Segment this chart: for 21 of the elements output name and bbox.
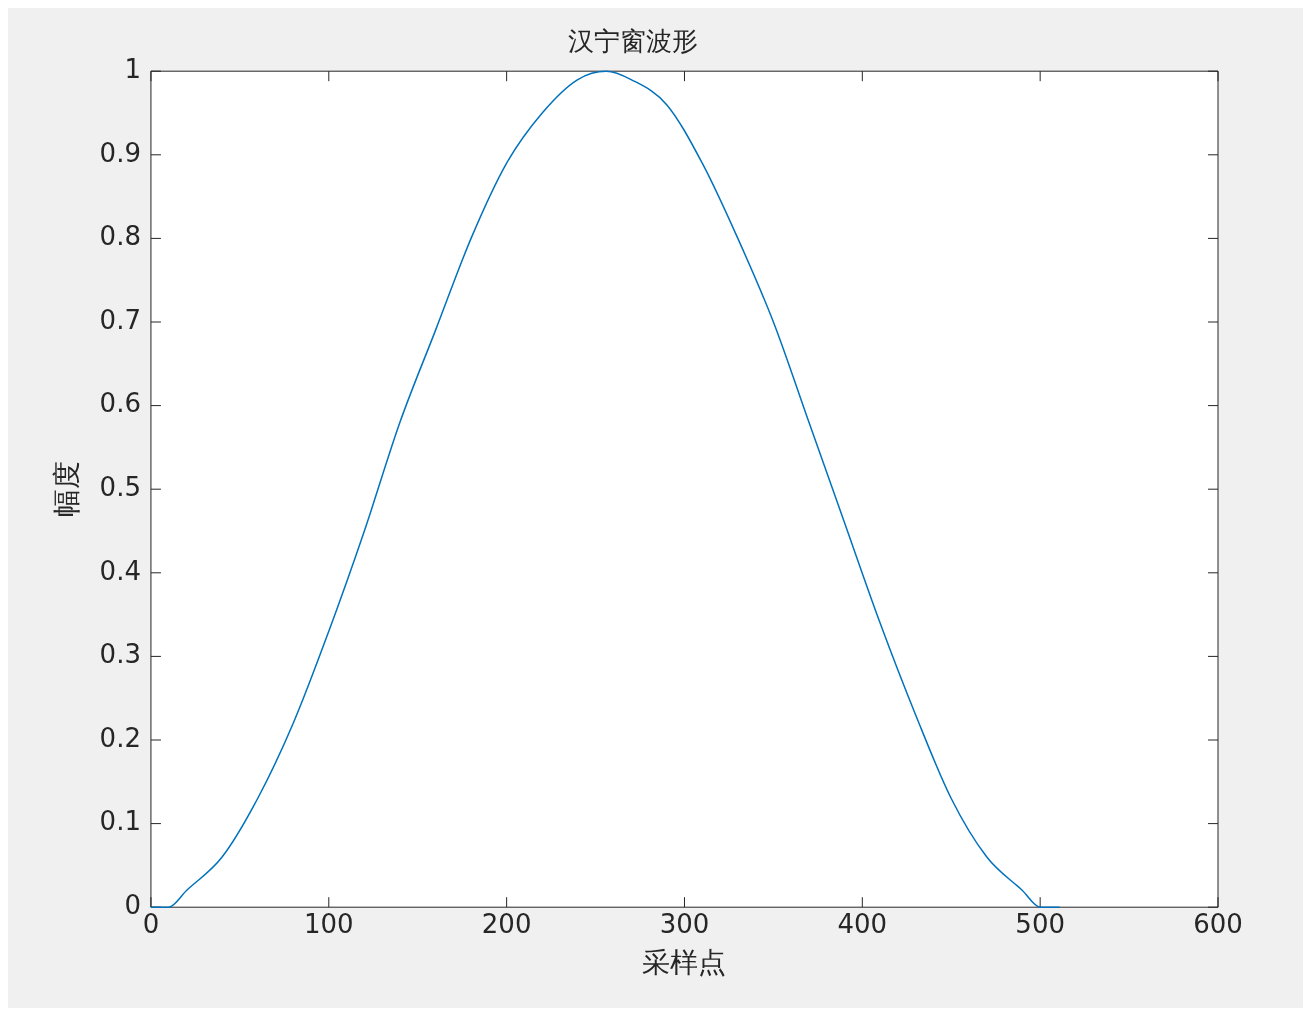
y-tick-label: 0.4 [99,555,141,586]
y-tick-label: 0.7 [99,304,141,335]
y-tick-label: 0.3 [99,639,141,670]
x-tick-label: 500 [1015,908,1065,939]
y-tick-label: 0.2 [99,722,141,753]
x-tick-label: 200 [481,908,532,939]
x-tick-label: 600 [1193,908,1243,939]
x-tick-label: 400 [837,908,888,939]
y-tick-label: 0.5 [99,471,141,502]
y-tick-label: 0.6 [99,388,141,419]
chart-title: 汉宁窗波形 [568,26,698,57]
x-tick-label: 100 [303,908,354,939]
line-series [150,70,1061,908]
y-tick-label: 0 [124,889,141,920]
y-tick-label: 1 [124,53,141,84]
y-tick-label: 0.9 [99,137,141,168]
y-tick-label: 0.8 [99,221,141,252]
x-tick-label: 300 [659,908,710,939]
x-axis-title: 采样点 [642,946,727,980]
y-axis-title: 幅度 [50,461,84,518]
y-tick-label: 0.1 [99,806,141,837]
